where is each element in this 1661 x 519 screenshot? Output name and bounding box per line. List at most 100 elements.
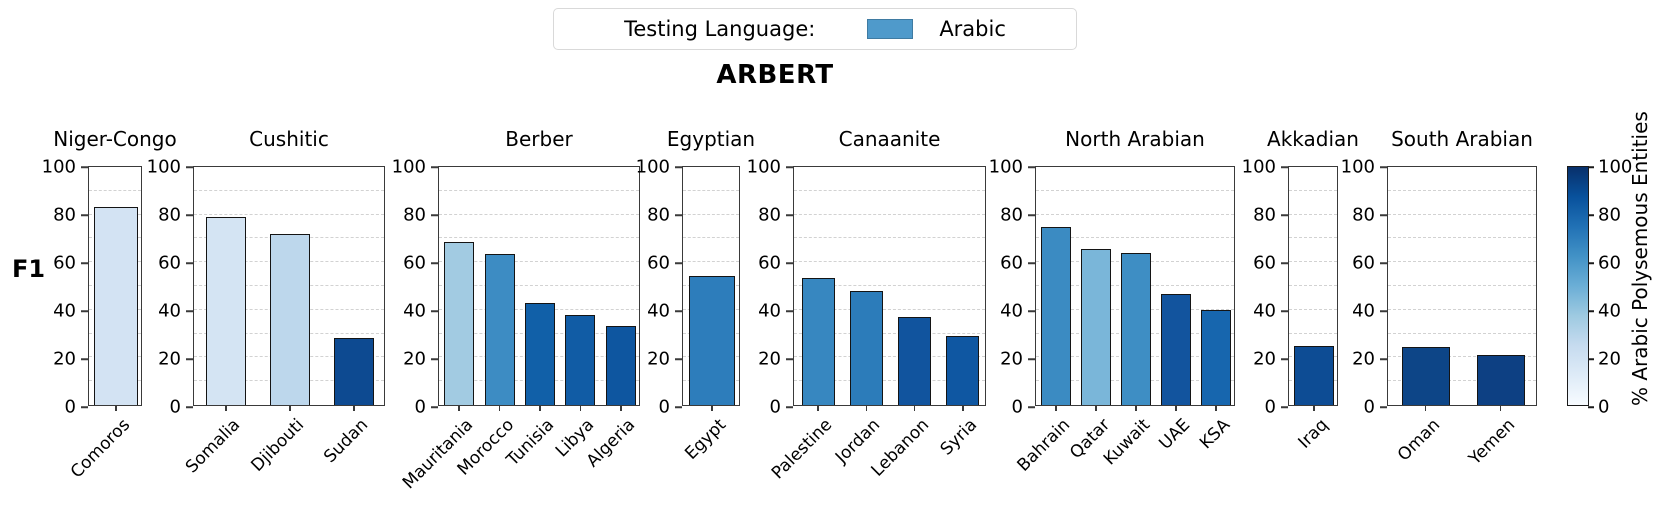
- colorbar-tick-label: 100: [1598, 156, 1633, 178]
- bar-mauritania: [444, 241, 475, 405]
- y-tick-mark: [185, 214, 193, 216]
- x-tick-mark: [1215, 405, 1217, 411]
- y-tick-mark: [80, 406, 88, 408]
- gridline: [1388, 213, 1536, 215]
- x-tick-mark: [817, 405, 819, 411]
- y-tick-mark: [185, 310, 193, 312]
- colorbar-gradient: [1568, 167, 1588, 405]
- y-tick-label: 0: [64, 396, 76, 418]
- gridline: [794, 308, 985, 310]
- y-tick-mark: [185, 166, 193, 168]
- y-tick-label: 60: [53, 252, 76, 274]
- y-tick-label: 60: [758, 252, 781, 274]
- y-tick-label: 0: [414, 396, 426, 418]
- y-tick-label: 60: [158, 252, 181, 274]
- y-tick-mark: [785, 358, 793, 360]
- y-tick-mark: [785, 214, 793, 216]
- y-tick-label: 20: [1000, 348, 1023, 370]
- bar-syria: [946, 335, 980, 405]
- gridline: [1388, 237, 1536, 239]
- x-tick-mark: [289, 405, 291, 411]
- y-tick-mark: [430, 166, 438, 168]
- bar-djibouti: [270, 233, 310, 405]
- gridline: [1289, 261, 1337, 263]
- colorbar-tick-mark: [1588, 406, 1594, 408]
- y-tick-label: 40: [758, 300, 781, 322]
- x-tick-mark: [115, 405, 117, 411]
- bar-iraq: [1294, 345, 1334, 405]
- y-tick-mark: [1280, 406, 1288, 408]
- gridline: [1388, 189, 1536, 191]
- y-tick-mark: [1379, 310, 1387, 312]
- y-tick-mark: [674, 406, 682, 408]
- subplot-canaanite: Canaanite 0 20 40 60 80 100 Palestine Jordan Leba…: [747, 127, 986, 483]
- gridline: [794, 332, 985, 334]
- y-tick-mark: [1027, 262, 1035, 264]
- gridline: [439, 261, 639, 263]
- y-tick-mark: [1280, 166, 1288, 168]
- y-tick-mark: [185, 406, 193, 408]
- gridline: [794, 356, 985, 358]
- gridline: [439, 189, 639, 191]
- gridline: [1289, 332, 1337, 334]
- bar-yemen: [1476, 355, 1525, 405]
- y-tick-label: 0: [658, 396, 670, 418]
- y-tick-mark: [80, 262, 88, 264]
- x-tick-mark: [458, 405, 460, 411]
- subplot-title: Niger-Congo: [53, 127, 177, 151]
- y-tick-mark: [430, 262, 438, 264]
- y-tick-mark: [80, 358, 88, 360]
- subplot-title: Canaanite: [838, 127, 941, 151]
- y-tick-label: 100: [391, 156, 426, 178]
- bar-algeria: [605, 326, 636, 405]
- colorbar-tick-label: 80: [1598, 204, 1621, 226]
- bar-morocco: [484, 253, 515, 405]
- y-tick-mark: [785, 262, 793, 264]
- bar-comoros: [94, 207, 138, 405]
- y-tick-mark: [674, 262, 682, 264]
- x-tick-mark: [913, 405, 916, 411]
- x-tick-mark: [711, 405, 713, 411]
- y-tick-mark: [1027, 214, 1035, 216]
- y-tick-label: 20: [403, 348, 426, 370]
- subplot-cushitic: Cushitic 0 20 40 60 80 100 Somalia Djibouti Sudan: [147, 127, 385, 477]
- colorbar-tick-label: 0: [1598, 396, 1610, 418]
- bar-libya: [565, 314, 596, 405]
- legend-title: Testing Language:: [624, 17, 816, 41]
- gridline: [794, 237, 985, 239]
- y-tick-mark: [185, 262, 193, 264]
- y-tick-label: 80: [158, 204, 181, 226]
- y-tick-mark: [674, 358, 682, 360]
- y-tick-label: 60: [1253, 252, 1276, 274]
- colorbar-tick-label: 20: [1598, 348, 1621, 370]
- y-tick-label: 100: [41, 156, 76, 178]
- y-tick-label: 80: [1253, 204, 1276, 226]
- bar-somalia: [206, 216, 246, 405]
- gridline: [794, 189, 985, 191]
- y-tick-label: 40: [158, 300, 181, 322]
- gridline: [683, 189, 739, 191]
- subplot-title: Egyptian: [666, 127, 756, 151]
- gridline: [194, 189, 384, 191]
- legend: Testing Language: Arabic: [553, 8, 1077, 50]
- bar-kuwait: [1121, 252, 1151, 405]
- y-tick-label: 0: [169, 396, 181, 418]
- x-tick-mark: [353, 405, 355, 411]
- y-tick-mark: [1379, 262, 1387, 264]
- y-tick-label: 100: [1241, 156, 1276, 178]
- gridline: [1388, 285, 1536, 286]
- y-tick-label: 100: [635, 156, 670, 178]
- legend-entry-arabic: Arabic: [939, 17, 1006, 41]
- y-tick-mark: [674, 310, 682, 312]
- gridline: [1388, 380, 1536, 382]
- gridline: [439, 213, 639, 215]
- subplot-title: Cushitic: [249, 127, 329, 151]
- y-tick-label: 40: [1000, 300, 1023, 322]
- y-tick-label: 0: [769, 396, 781, 418]
- y-tick-label: 0: [1264, 396, 1276, 418]
- y-tick-label: 20: [647, 348, 670, 370]
- y-tick-mark: [674, 214, 682, 216]
- y-tick-label: 20: [1352, 348, 1375, 370]
- y-tick-label: 100: [746, 156, 781, 178]
